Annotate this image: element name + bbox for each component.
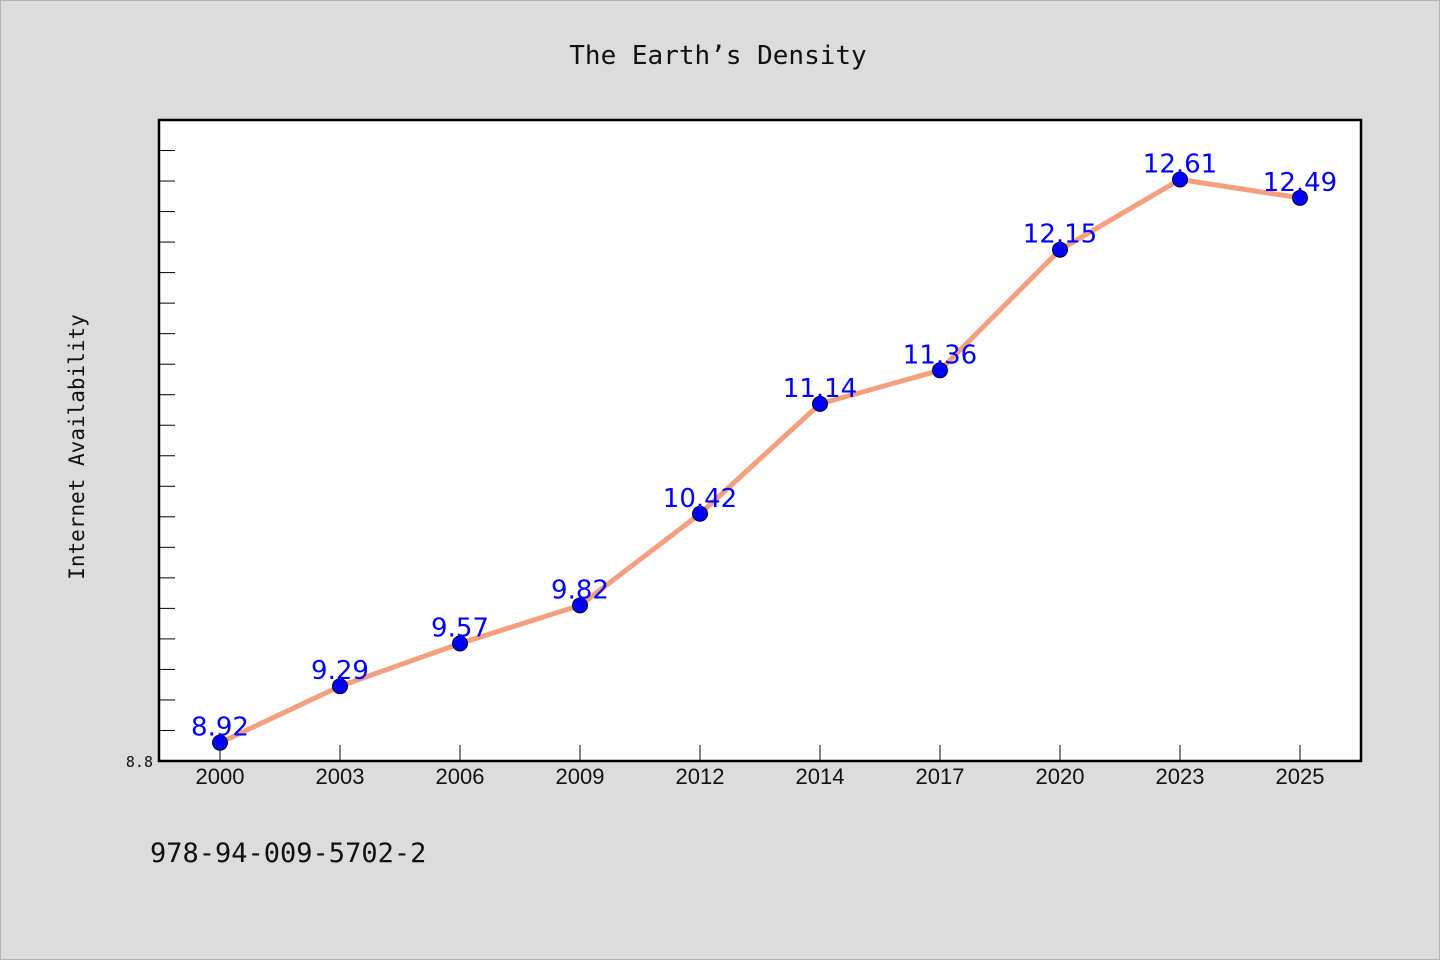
data-point	[332, 678, 348, 695]
data-label: 11.36	[903, 340, 977, 370]
footer-code: 978-94-009-5702-2	[150, 838, 426, 869]
data-point	[572, 597, 588, 614]
data-point	[1292, 189, 1308, 206]
series-1	[212, 171, 1308, 751]
y-axis-ticks: 8.8	[126, 119, 175, 771]
data-label: 11.14	[783, 374, 857, 404]
y-axis-label: Internet Availability	[65, 314, 89, 580]
x-tick-label: 2025	[1276, 764, 1325, 789]
x-axis-ticks: 2000 2003 2006 2009 2012 2014 2017 2020 2023 2025	[196, 745, 1325, 789]
data-label: 9.82	[551, 575, 609, 605]
data-label: 9.29	[311, 656, 369, 686]
data-point	[212, 734, 228, 751]
data-point	[812, 395, 828, 412]
data-point	[1172, 171, 1188, 188]
chart-title: The Earth’s Density	[569, 41, 866, 71]
data-label: 9.57	[431, 613, 489, 643]
data-point	[692, 505, 708, 522]
data-label: 12.15	[1023, 220, 1097, 250]
x-tick-label: 2014	[796, 764, 845, 789]
x-tick-label: 2000	[196, 764, 245, 789]
series-line	[217, 177, 1303, 746]
x-tick-label: 2012	[676, 764, 725, 789]
data-label: 12.61	[1143, 150, 1217, 180]
plot-area	[157, 118, 1363, 763]
data-labels: 8.92 9.29 9.57 9.82 10.42 11.14 11.36 12.15 12.6…	[191, 150, 1337, 743]
x-tick-label: 2003	[316, 764, 365, 789]
data-point	[452, 635, 468, 652]
x-tick-label: 2017	[916, 764, 965, 789]
data-label: 8.92	[191, 713, 249, 743]
y-tick-label: 8.8	[126, 753, 153, 771]
x-tick-label: 2009	[556, 764, 605, 789]
x-tick-label: 2020	[1036, 764, 1085, 789]
data-point	[932, 362, 948, 379]
x-tick-label: 2023	[1156, 764, 1205, 789]
data-label: 12.49	[1263, 168, 1337, 198]
x-tick-label: 2006	[436, 764, 485, 789]
data-point	[1052, 241, 1068, 258]
data-label: 10.42	[663, 484, 737, 514]
